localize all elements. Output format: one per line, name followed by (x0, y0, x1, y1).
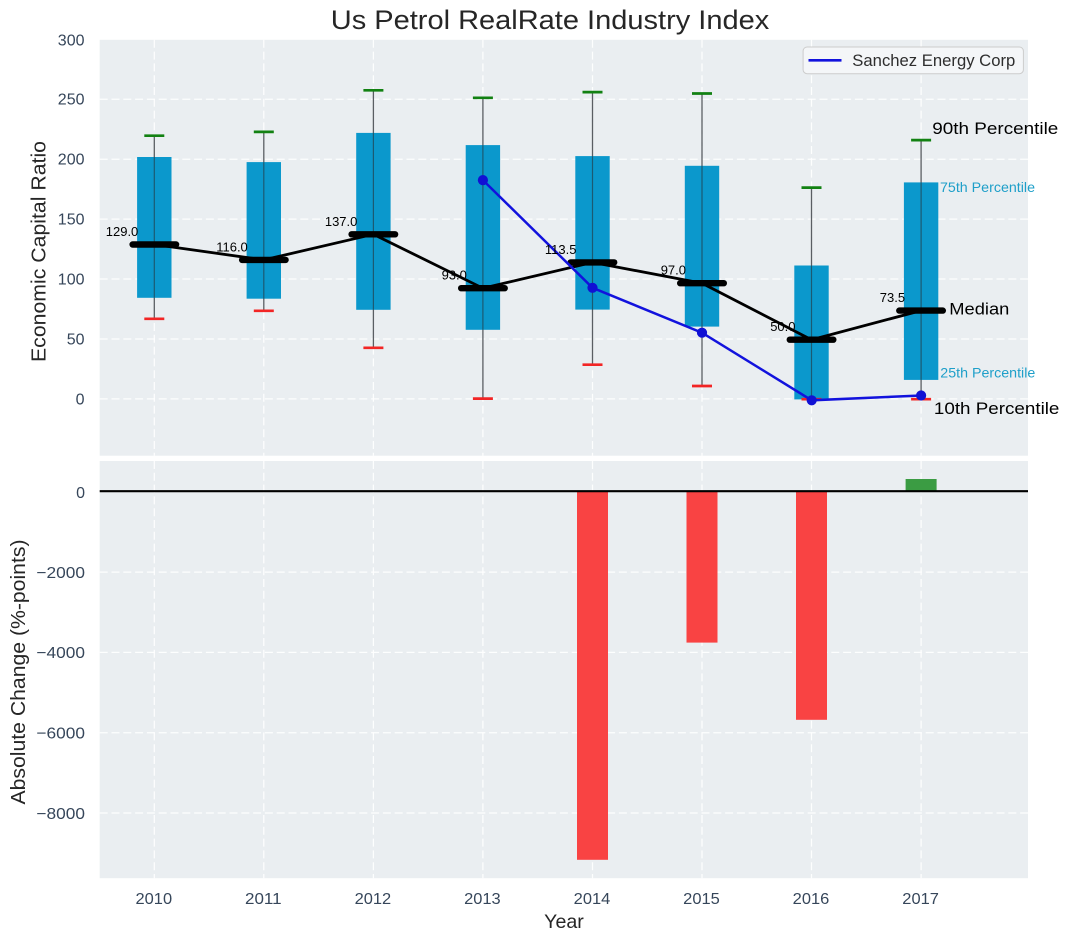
svg-text:113.5: 113.5 (545, 242, 577, 257)
svg-text:Year: Year (544, 911, 584, 933)
svg-text:0: 0 (76, 485, 85, 502)
svg-text:75th Percentile: 75th Percentile (940, 179, 1035, 195)
svg-text:2013: 2013 (464, 891, 501, 908)
svg-text:90th Percentile: 90th Percentile (932, 119, 1058, 138)
svg-text:2015: 2015 (683, 891, 720, 908)
svg-text:2010: 2010 (136, 891, 173, 908)
svg-text:2012: 2012 (355, 891, 392, 908)
svg-text:Sanchez Energy Corp: Sanchez Energy Corp (852, 51, 1015, 70)
svg-text:25th Percentile: 25th Percentile (940, 365, 1035, 381)
svg-text:93.0: 93.0 (442, 268, 467, 283)
svg-text:2016: 2016 (793, 891, 830, 908)
svg-text:Absolute Change (%-points): Absolute Change (%-points) (8, 540, 30, 805)
svg-text:116.0: 116.0 (216, 239, 248, 254)
svg-text:2011: 2011 (245, 891, 282, 908)
svg-text:97.0: 97.0 (661, 263, 686, 278)
svg-text:Economic Capital Ratio: Economic Capital Ratio (28, 141, 50, 362)
svg-text:Median: Median (949, 299, 1009, 318)
svg-text:129.0: 129.0 (106, 224, 139, 239)
svg-text:−2000: −2000 (36, 565, 85, 582)
svg-text:2014: 2014 (574, 891, 611, 908)
svg-text:50: 50 (67, 332, 85, 349)
svg-text:300: 300 (58, 33, 85, 50)
svg-text:−4000: −4000 (36, 645, 85, 662)
svg-text:2017: 2017 (902, 891, 939, 908)
svg-text:Us Petrol RealRate Industry In: Us Petrol RealRate Industry Index (331, 5, 770, 35)
svg-text:10th Percentile: 10th Percentile (934, 399, 1060, 418)
svg-text:73.5: 73.5 (880, 290, 905, 305)
svg-text:−6000: −6000 (36, 726, 85, 743)
svg-text:−8000: −8000 (36, 806, 85, 823)
svg-text:50.0: 50.0 (770, 319, 795, 334)
svg-text:200: 200 (58, 152, 85, 169)
svg-text:0: 0 (76, 391, 85, 408)
svg-text:250: 250 (58, 92, 85, 109)
svg-text:100: 100 (58, 272, 85, 289)
svg-text:150: 150 (58, 212, 85, 229)
svg-text:137.0: 137.0 (325, 214, 358, 229)
